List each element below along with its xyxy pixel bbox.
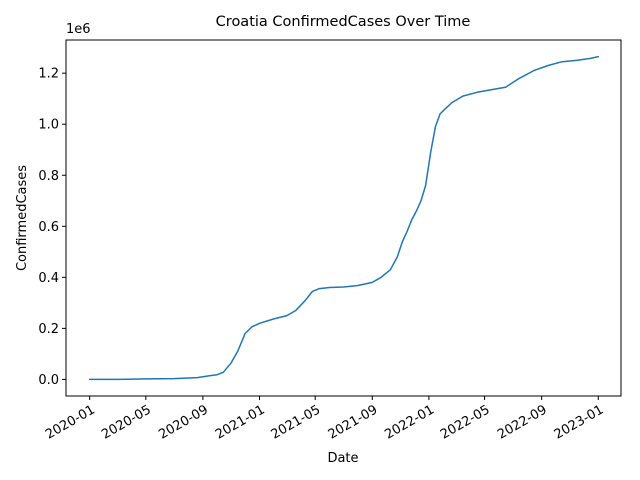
y-axis-title: ConfirmedCases [15,165,30,271]
chart-title: Croatia ConfirmedCases Over Time [216,14,471,30]
x-axis-title: Date [327,451,358,466]
y-tick-label: 0.0 [38,373,59,388]
plot-area [88,55,600,381]
y-axis-offset-label: 1e6 [66,22,91,37]
y-tick-label: 0.4 [38,271,59,286]
y-tick-label: 0.8 [38,169,59,184]
series-line [88,55,600,381]
y-tick-label: 0.2 [38,322,59,337]
y-tick-label: 0.6 [38,220,59,235]
y-tick-label: 1.2 [38,67,59,82]
plot-frame [65,39,622,397]
y-tick-label: 1.0 [38,118,59,133]
